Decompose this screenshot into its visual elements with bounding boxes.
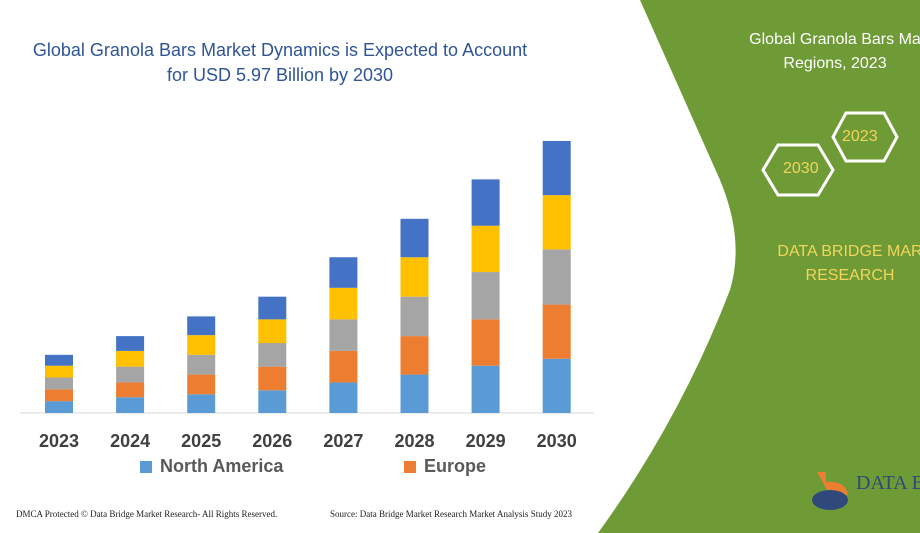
x-tick-label: 2028 xyxy=(394,431,434,451)
x-tick-label: 2029 xyxy=(466,431,506,451)
x-tick-label: 2026 xyxy=(252,431,292,451)
bar-segment-2029-series-2 xyxy=(471,272,500,320)
brand-line2: RESEARCH xyxy=(805,267,895,284)
legend-swatch-europe xyxy=(404,460,416,473)
green-panel xyxy=(598,0,920,533)
bar-segment-2030-series-1 xyxy=(542,304,571,359)
hex-label-2030: 2030 xyxy=(783,160,819,177)
bar-segment-2029-series-0 xyxy=(471,365,500,413)
bar-segment-2028-series-4 xyxy=(400,218,429,258)
right-title-line2: Regions, 2023 xyxy=(783,55,887,72)
right-panel-title: Global Granola Bars Ma Regions, 2023 xyxy=(730,28,920,76)
bar-segment-2026-series-4 xyxy=(258,296,287,320)
legend-label: Europe xyxy=(424,456,487,476)
bar-segment-2025-series-0 xyxy=(187,394,216,413)
bar-segment-2023-series-3 xyxy=(45,365,73,378)
legend-north-america: North America xyxy=(140,456,283,477)
bar-segment-2027-series-0 xyxy=(329,382,358,413)
bar-segment-2030-series-0 xyxy=(542,358,571,413)
bar-segment-2029-series-1 xyxy=(471,319,500,366)
x-tick-label: 2023 xyxy=(39,431,79,451)
brand-text: DATA BRIDGE MAR RESEARCH xyxy=(760,240,920,288)
x-tick-label: 2027 xyxy=(323,431,363,451)
bar-segment-2025-series-3 xyxy=(187,335,216,355)
footer-source: Source: Data Bridge Market Research Mark… xyxy=(330,509,572,519)
bar-segment-2027-series-3 xyxy=(329,287,358,320)
bar-segment-2023-series-2 xyxy=(45,377,73,390)
bar-segment-2028-series-3 xyxy=(400,257,429,297)
bar-segment-2024-series-4 xyxy=(116,336,145,351)
bar-segment-2025-series-2 xyxy=(187,354,216,375)
bar-segment-2027-series-1 xyxy=(329,350,358,383)
bar-segment-2030-series-4 xyxy=(542,140,571,196)
legend-europe: Europe xyxy=(404,456,486,477)
bar-segment-2029-series-4 xyxy=(471,179,500,226)
right-title-line1: Global Granola Bars Ma xyxy=(749,31,920,48)
x-tick-label: 2024 xyxy=(110,431,150,451)
bar-segment-2030-series-2 xyxy=(542,249,571,305)
bar-segment-2028-series-2 xyxy=(400,296,429,337)
hexagon-2030 xyxy=(761,143,835,197)
bar-segment-2027-series-2 xyxy=(329,319,358,351)
logo-icon xyxy=(812,472,848,510)
bar-segment-2023-series-4 xyxy=(45,354,73,366)
bar-segment-2026-series-2 xyxy=(258,343,287,367)
bar-segment-2025-series-4 xyxy=(187,316,216,336)
bar-segment-2028-series-0 xyxy=(400,374,429,413)
bar-segment-2023-series-1 xyxy=(45,389,73,402)
chart-title: Global Granola Bars Market Dynamics is E… xyxy=(32,40,528,85)
bar-segment-2023-series-0 xyxy=(45,401,73,413)
x-tick-label: 2030 xyxy=(537,431,577,451)
bar-segment-2026-series-1 xyxy=(258,366,287,391)
bar-segment-2024-series-1 xyxy=(116,382,145,398)
bar-segment-2030-series-3 xyxy=(542,195,571,250)
bar-segment-2024-series-2 xyxy=(116,366,145,383)
bar-segment-2026-series-3 xyxy=(258,319,287,344)
bar-segment-2026-series-0 xyxy=(258,390,287,413)
legend-swatch-north-america xyxy=(140,460,152,473)
logo-text: DATA BR xyxy=(856,472,920,494)
hex-label-2023: 2023 xyxy=(842,128,878,145)
brand-line1: DATA BRIDGE MAR xyxy=(777,243,920,260)
bar-segment-2024-series-3 xyxy=(116,350,145,367)
stacked-bar-chart: 2023 2024 2025 2026 2027 2028 2029 2030 xyxy=(20,140,594,451)
hexagon-2023 xyxy=(831,111,899,163)
x-tick-label: 2025 xyxy=(181,431,221,451)
legend-label: North America xyxy=(160,456,284,476)
bar-segment-2029-series-3 xyxy=(471,225,500,273)
bar-segment-2025-series-1 xyxy=(187,374,216,395)
footer-copyright: DMCA Protected © Data Bridge Market Rese… xyxy=(16,509,278,519)
bar-segment-2028-series-1 xyxy=(400,336,429,375)
bar-segment-2027-series-4 xyxy=(329,257,358,288)
bar-segment-2024-series-0 xyxy=(116,397,145,413)
